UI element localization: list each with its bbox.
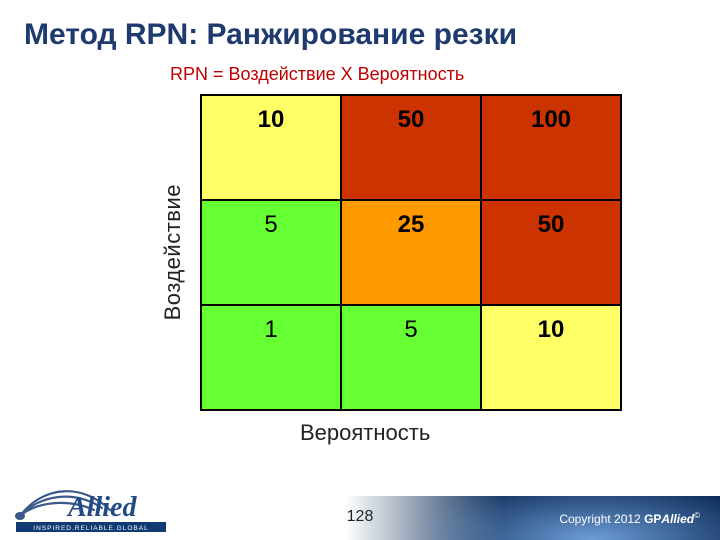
x-axis-label: Вероятность (300, 420, 430, 446)
slide: Метод RPN: Ранжирование резки RPN = Возд… (0, 0, 720, 540)
rpn-formula: RPN = Воздействие X Вероятность (170, 64, 464, 85)
copyright-brand2: Allied (661, 512, 694, 526)
svg-text:Allied: Allied (66, 492, 137, 523)
copyright-brand1: GP (644, 512, 661, 526)
copyright-sup: © (694, 511, 700, 520)
matrix-cell: 10 (201, 95, 341, 200)
copyright: Copyright 2012 GPAllied© (559, 511, 700, 526)
matrix-cell: 100 (481, 95, 621, 200)
matrix-cell: 5 (201, 200, 341, 305)
y-axis-label: Воздействие (160, 184, 186, 320)
matrix-cell: 50 (341, 95, 481, 200)
slide-title: Метод RPN: Ранжирование резки (24, 18, 517, 52)
matrix-cell: 25 (341, 200, 481, 305)
matrix-cell: 5 (341, 305, 481, 410)
matrix-cell: 1 (201, 305, 341, 410)
matrix-cell: 10 (481, 305, 621, 410)
rpn-matrix: 1050100525501510 (200, 94, 622, 411)
matrix-area: Воздействие 1050100525501510 (160, 94, 622, 411)
matrix-cell: 50 (481, 200, 621, 305)
gpallied-logo: Allied INSPIRED.RELIABLE.GLOBAL (14, 480, 184, 534)
page-number: 128 (347, 508, 374, 526)
copyright-prefix: Copyright 2012 (559, 512, 644, 526)
logo-tagline: INSPIRED.RELIABLE.GLOBAL (33, 525, 148, 532)
